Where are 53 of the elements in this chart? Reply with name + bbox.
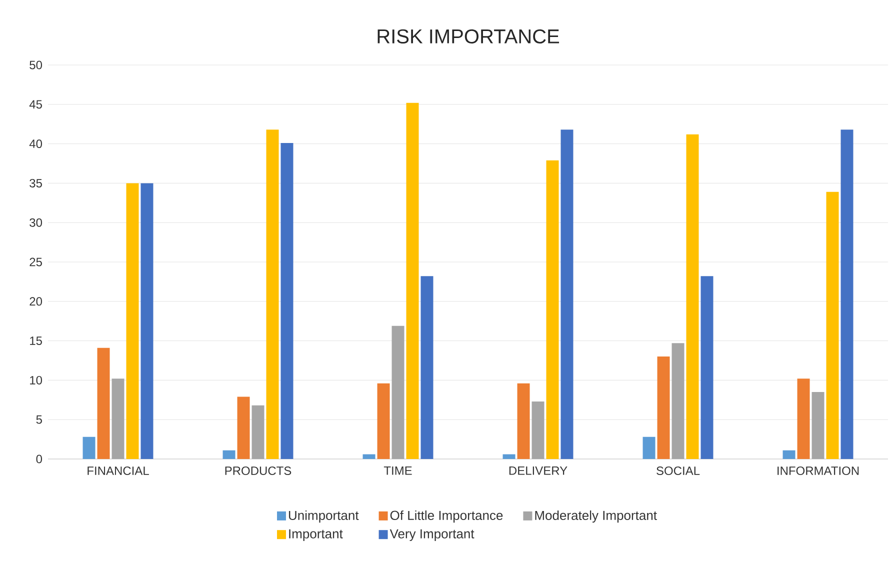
y-tick-label: 10 xyxy=(30,376,42,384)
bar xyxy=(222,450,236,459)
bar xyxy=(560,130,574,459)
bar xyxy=(700,276,714,459)
legend-label: Important xyxy=(289,529,343,542)
x-tick-label: PRODUCTS xyxy=(225,466,292,476)
y-tick-label: 0 xyxy=(36,454,42,464)
bar xyxy=(377,383,390,459)
y-tick-label: 15 xyxy=(30,336,42,345)
y-tick-label: 40 xyxy=(29,140,42,148)
bar xyxy=(812,392,824,459)
x-tick-label: INFORMATION xyxy=(778,466,859,476)
x-tick-label: TIME xyxy=(384,466,412,475)
bar xyxy=(406,102,419,459)
bar xyxy=(517,383,530,459)
bar xyxy=(82,436,96,459)
bar xyxy=(672,343,684,459)
bar xyxy=(237,396,250,459)
x-tick-label: SOCIAL xyxy=(656,466,700,476)
chart-title: RISK IMPORTANCE xyxy=(378,29,560,44)
bar xyxy=(502,454,516,459)
bar xyxy=(642,436,656,459)
y-tick-label: 45 xyxy=(29,100,42,109)
legend-label: Moderately Important xyxy=(535,510,657,523)
bar xyxy=(362,454,376,459)
bar xyxy=(126,183,139,459)
x-tick-label: DELIVERY xyxy=(509,466,568,475)
y-tick-label: 20 xyxy=(30,297,42,306)
bar xyxy=(112,378,124,459)
bar xyxy=(140,183,154,459)
bar xyxy=(686,134,699,459)
bar xyxy=(266,130,279,459)
y-tick-label: 5 xyxy=(36,415,42,424)
bar xyxy=(392,326,404,459)
bar xyxy=(840,130,854,459)
x-tick-label: FINANCIAL xyxy=(88,466,149,476)
legend-label: Unimportant xyxy=(288,510,359,523)
y-tick-label: 30 xyxy=(30,218,42,227)
y-tick-label: 50 xyxy=(30,60,42,70)
y-tick-label: 35 xyxy=(30,178,42,188)
bar xyxy=(97,348,110,459)
bar xyxy=(826,192,839,459)
bar xyxy=(657,356,670,459)
bar xyxy=(546,160,559,459)
bar xyxy=(420,276,434,459)
bar xyxy=(252,405,264,459)
bar xyxy=(797,378,810,459)
legend-label: Very Important xyxy=(390,529,474,542)
bar xyxy=(782,450,796,459)
bar xyxy=(280,143,294,459)
y-tick-label: 25 xyxy=(30,258,42,266)
legend-label: Of Little Importance xyxy=(390,510,503,523)
bar xyxy=(532,401,544,459)
